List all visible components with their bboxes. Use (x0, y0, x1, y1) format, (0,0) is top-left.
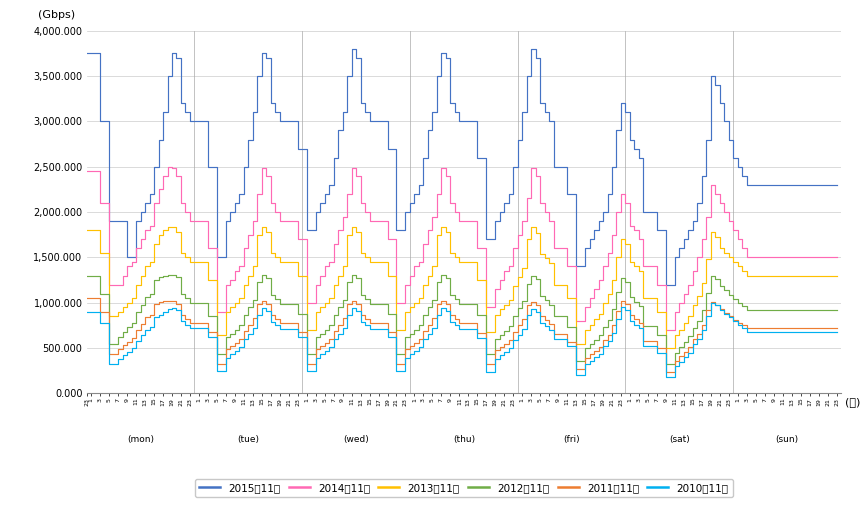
Text: (fri): (fri) (564, 435, 580, 444)
Text: (mon): (mon) (127, 435, 154, 444)
Legend: 2015年11月, 2014年11月, 2013年11月, 2012年11月, 2011年11月, 2010年11月: 2015年11月, 2014年11月, 2013年11月, 2012年11月, … (195, 479, 733, 497)
Text: (Gbps): (Gbps) (37, 10, 75, 20)
Text: (thu): (thu) (453, 435, 475, 444)
Text: (時): (時) (844, 397, 860, 407)
Text: (tue): (tue) (238, 435, 259, 444)
Text: (wed): (wed) (343, 435, 369, 444)
Text: (sat): (sat) (669, 435, 690, 444)
Text: (sun): (sun) (776, 435, 799, 444)
